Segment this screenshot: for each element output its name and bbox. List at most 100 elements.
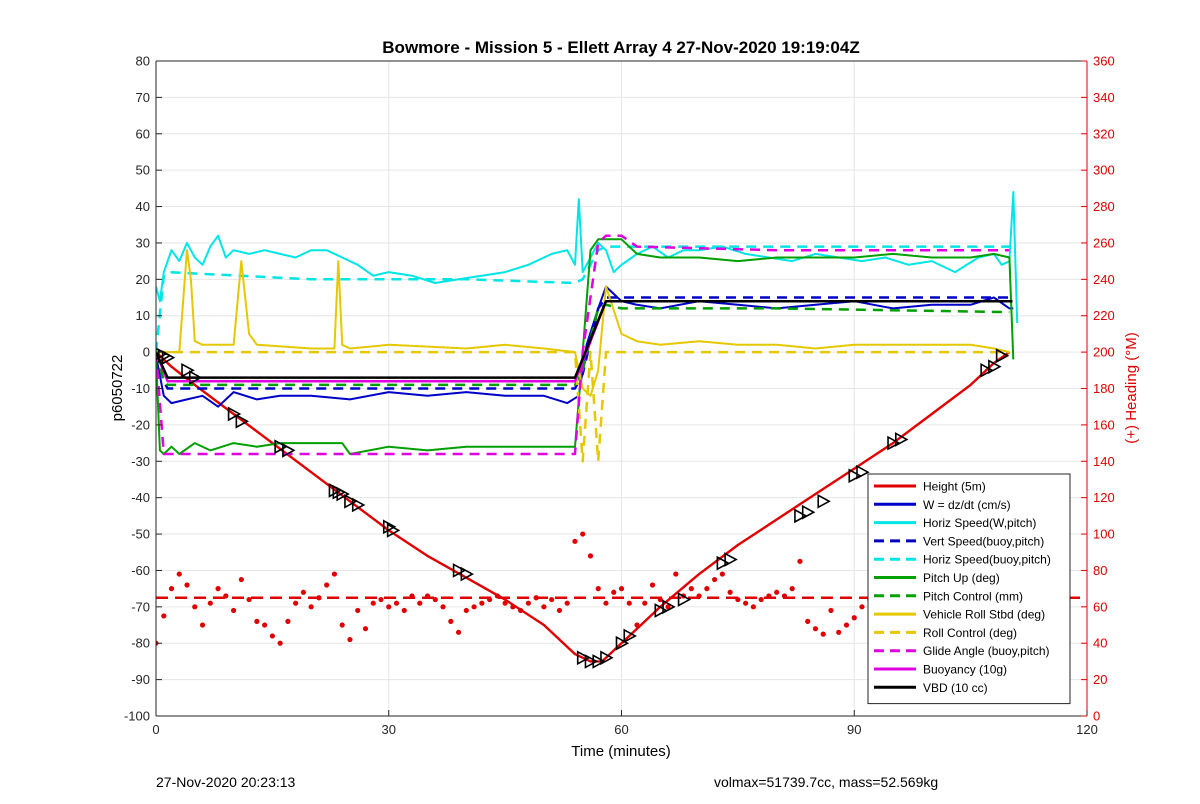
- heading-point: [781, 593, 788, 599]
- y-tick-label: -20: [131, 417, 150, 432]
- footer-timestamp: 27-Nov-2020 20:23:13: [156, 774, 296, 790]
- dive-marker: [576, 650, 591, 666]
- y-tick-label: -100: [124, 709, 150, 724]
- y-tick-label: 70: [136, 90, 150, 105]
- heading-point: [843, 622, 850, 628]
- heading-point: [378, 596, 384, 603]
- heading-point: [851, 615, 857, 621]
- heading-point: [789, 586, 795, 592]
- dive-marker: [386, 523, 401, 538]
- heading-point: [673, 571, 679, 577]
- heading-point: [836, 629, 842, 635]
- y2-tick-label: 40: [1093, 636, 1107, 651]
- y2-tick-label: 320: [1093, 126, 1115, 141]
- plot-area: [156, 191, 1087, 669]
- dive-marker: [274, 439, 288, 455]
- heading-point: [812, 626, 819, 632]
- series-line-9: [156, 234, 1010, 456]
- y-tick-label: -40: [131, 490, 150, 505]
- series-line-7: [156, 249, 1010, 397]
- dive-marker: [181, 362, 195, 378]
- heading-point: [611, 589, 617, 595]
- heading-point: [665, 604, 671, 610]
- y-tick-label: 60: [136, 126, 150, 141]
- heading-point: [355, 607, 361, 614]
- y2-tick-label: 180: [1093, 381, 1115, 396]
- y2-tick-label: 200: [1093, 345, 1115, 360]
- heading-point: [797, 558, 803, 564]
- footer-volmax-mass: volmax=51739.7cc, mass=52.569kg: [714, 774, 939, 790]
- series-line-6: [156, 303, 1010, 387]
- heading-point: [277, 640, 283, 646]
- heading-point: [696, 593, 702, 599]
- legend: Height (5m) W = dz/dt (cm/s) Horiz Speed(W…: [867, 473, 1071, 705]
- heading-point: [657, 596, 663, 603]
- heading-point: [448, 618, 454, 624]
- chart-title: Bowmore - Mission 5 - Ellett Array 4 27-…: [382, 38, 859, 57]
- y2-tick-label: 60: [1093, 599, 1107, 614]
- heading-point: [269, 633, 275, 639]
- heading-point: [642, 600, 648, 606]
- heading-point: [300, 589, 307, 595]
- axes: 0 30 60 90 120-100-90-80-70-60-50-40-30-20-1…: [124, 54, 1115, 738]
- dive-marker: [460, 566, 475, 582]
- heading-point: [215, 586, 221, 592]
- dive-marker: [336, 486, 350, 502]
- heading-point: [285, 618, 291, 624]
- y2-tick-label: 220: [1093, 308, 1115, 323]
- x-tick-label: 90: [847, 722, 861, 737]
- heading-point: [262, 622, 268, 628]
- heading-point: [254, 618, 260, 624]
- y-tick-label: 40: [136, 199, 150, 214]
- heading-point: [758, 596, 764, 603]
- dive-marker: [887, 435, 901, 451]
- y-tick-label: 0: [143, 345, 150, 360]
- legend-label-5: Pitch Up (deg): [923, 571, 1000, 585]
- heading-point: [308, 604, 314, 610]
- series-line-2: [156, 191, 1019, 324]
- heading-point: [541, 604, 547, 610]
- heading-point: [572, 538, 578, 544]
- heading-point: [223, 593, 229, 599]
- heading-point: [828, 607, 834, 614]
- dive-marker: [351, 497, 366, 513]
- dive-marker: [662, 599, 676, 615]
- heading-point: [199, 622, 206, 628]
- heading-point: [587, 553, 594, 559]
- dive-marker: [623, 628, 637, 644]
- heading-point: [347, 636, 353, 643]
- heading-point: [463, 607, 469, 614]
- y2-axis-label: (+) Heading (°M): [1123, 332, 1140, 443]
- heading-point: [409, 593, 415, 599]
- x-axis-label: Time (minutes): [571, 743, 670, 760]
- y2-tick-label: 160: [1093, 417, 1115, 432]
- heading-point: [440, 604, 446, 610]
- x-tick-label: 60: [614, 722, 628, 737]
- x-tick-label: 30: [382, 722, 396, 737]
- heading-point: [386, 604, 392, 610]
- heading-point: [735, 596, 741, 603]
- heading-point: [168, 586, 175, 592]
- legend-label-9: Glide Angle (buoy,pitch): [923, 644, 1050, 658]
- heading-point: [688, 586, 694, 592]
- dive-marker: [995, 348, 1010, 364]
- legend-label-6: Pitch Control (mm): [923, 589, 1023, 603]
- heading-point: [556, 607, 563, 614]
- x-tick-label: 0: [152, 722, 159, 737]
- y2-tick-label: 240: [1093, 272, 1115, 287]
- y-tick-label: -80: [131, 636, 150, 651]
- dive-marker: [716, 555, 731, 571]
- dive-marker: [227, 406, 242, 422]
- heading-point: [525, 600, 532, 606]
- y2-tick-label: 20: [1093, 672, 1107, 687]
- dive-marker: [282, 443, 296, 458]
- heading-point: [859, 604, 865, 610]
- y-tick-label: -60: [131, 563, 150, 578]
- y2-tick-label: 260: [1093, 235, 1115, 250]
- x-tick-label: 120: [1076, 722, 1098, 737]
- heading-point: [370, 600, 376, 606]
- series-line-11: [156, 299, 1013, 379]
- heading-point: [618, 586, 625, 592]
- heading-point: [805, 618, 811, 624]
